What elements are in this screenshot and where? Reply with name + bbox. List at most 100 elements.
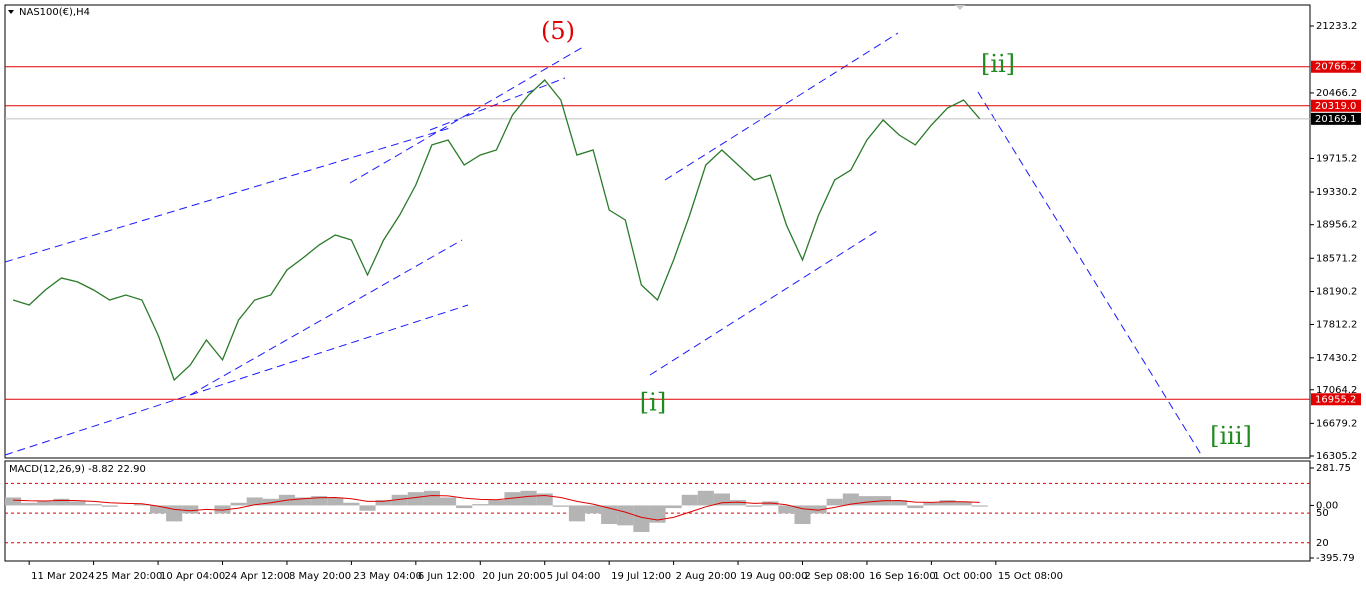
macd-bar [520, 490, 537, 506]
macd-bar [85, 504, 102, 506]
y-tick-label: 17064.2 [1316, 385, 1357, 396]
x-tick-label: 19 Jul 12:00 [611, 571, 671, 582]
symbol-title: NAS100(€),H4 [19, 7, 90, 18]
macd-bar [214, 505, 231, 514]
y-tick-label: -395.79 [1316, 553, 1355, 564]
x-tick-label: 5 Jul 04:00 [547, 571, 601, 582]
signal-line [13, 494, 980, 521]
macd-bar [633, 505, 650, 532]
current-price-label: 20169.1 [1315, 114, 1356, 125]
x-tick-label: 1 Oct 00:00 [933, 571, 992, 582]
macd-bar [101, 505, 118, 507]
macd-bar [230, 502, 247, 506]
macd-bar [617, 505, 634, 526]
menu-arrow[interactable] [8, 10, 14, 14]
macd-bar [794, 505, 811, 525]
x-tick-label: 11 Mar 2024 [31, 571, 94, 582]
y-tick-label: 18571.2 [1316, 253, 1357, 264]
macd-bar [69, 501, 86, 506]
macd-bar [182, 505, 199, 514]
macd-bar [681, 494, 698, 506]
y-tick-label: 16679.2 [1316, 418, 1357, 429]
x-tick-label: 2 Sep 08:00 [805, 571, 865, 582]
macd-bar [923, 502, 940, 506]
wave-label: [iii] [1210, 422, 1252, 450]
macd-bar [133, 504, 150, 506]
macd-bar [504, 492, 521, 506]
macd-bar [53, 498, 70, 506]
level-label: 20766.2 [1315, 62, 1356, 73]
macd-bar [842, 493, 859, 506]
y-tick-label: 0.00 [1316, 500, 1338, 511]
y-tick-label: 17812.2 [1316, 320, 1357, 331]
macd-bar [746, 505, 763, 507]
macd-bar [955, 501, 972, 506]
macd-bar [858, 496, 875, 506]
x-tick-label: 24 Apr 12:00 [225, 571, 290, 582]
macd-title: MACD(12,26,9) -8.82 22.90 [9, 464, 146, 475]
level-label-box [1311, 60, 1361, 73]
x-tick-label: 2 Aug 20:00 [676, 571, 737, 582]
y-tick-label: 16305.2 [1316, 451, 1357, 462]
x-tick-label: 19 Aug 00:00 [740, 571, 807, 582]
level-label: 16955.2 [1315, 394, 1356, 405]
x-tick-label: 25 Mar 20:00 [96, 571, 163, 582]
macd-bar [585, 505, 602, 514]
wave-label: (5) [541, 17, 575, 45]
macd-bar [246, 497, 263, 506]
macd-bar [5, 497, 22, 506]
price-panel [4, 4, 1311, 459]
x-tick-label: 15 Oct 08:00 [998, 571, 1063, 582]
macd-bar [971, 505, 988, 507]
macd-bar [939, 500, 956, 506]
level-label: 20319.0 [1315, 101, 1356, 112]
x-tick-label: 6 Jun 12:00 [418, 571, 475, 582]
y-tick-label: 21233.2 [1316, 21, 1357, 32]
y-tick-label: 19715.2 [1316, 153, 1357, 164]
macd-bar [423, 490, 440, 506]
price-line [12, 79, 981, 382]
x-tick-label: 10 Apr 04:00 [160, 571, 225, 582]
macd-bar [730, 500, 747, 506]
macd-bar [472, 504, 489, 506]
current-price-box [1311, 112, 1361, 125]
trend-lines [4, 32, 1203, 457]
macd-bar [697, 490, 714, 506]
macd-bar [601, 505, 618, 525]
macd-bar [343, 502, 360, 506]
macd-bar [649, 505, 666, 523]
macd-bar [536, 493, 553, 506]
x-tick-label: 23 May 04:00 [353, 571, 422, 582]
macd-bar [262, 498, 279, 506]
macd-bar [568, 505, 585, 522]
wave-label: [i] [640, 389, 666, 417]
macd-bar [456, 505, 473, 509]
macd-bar [21, 502, 38, 506]
macd-bar [150, 505, 167, 514]
macd-bar [826, 498, 843, 506]
macd-bar [440, 497, 457, 506]
level-label: 20 [1316, 538, 1329, 549]
macd-bar [375, 500, 392, 506]
wave-label: [ii] [981, 50, 1015, 78]
shift-marker [955, 5, 965, 10]
y-tick-label: 20466.2 [1316, 88, 1357, 99]
x-tick-label: 8 May 20:00 [289, 571, 351, 582]
level-label-box [1311, 393, 1361, 406]
macd-bar [327, 497, 344, 506]
macd-bar [665, 505, 682, 509]
macd-bar [713, 493, 730, 506]
macd-bar [778, 505, 795, 514]
macd-bar [552, 505, 569, 507]
level-label: 50 [1316, 508, 1329, 519]
macd-bar [407, 492, 424, 506]
x-tick-label: 20 Jun 20:00 [482, 571, 546, 582]
macd-bar [295, 497, 312, 506]
macd-bar [37, 501, 54, 506]
y-tick-label: 18956.2 [1316, 220, 1357, 231]
macd-bar [391, 494, 408, 506]
x-tick-label: 16 Sep 16:00 [869, 571, 936, 582]
macd-bar [311, 496, 328, 506]
